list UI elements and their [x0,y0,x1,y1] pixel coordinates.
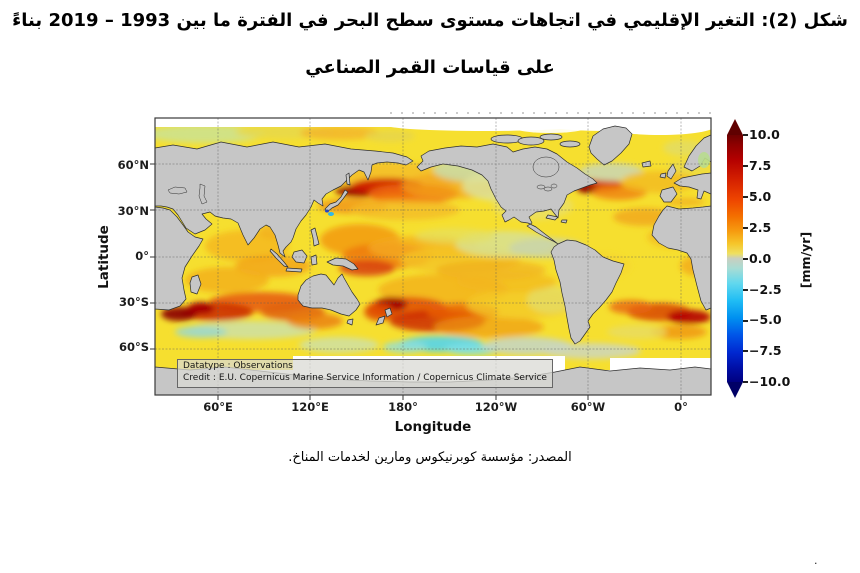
arctic-islands [559,140,581,148]
x-tick-60W: 60°W [570,400,606,414]
arctic-islands [539,133,563,141]
island-philippines [310,227,320,247]
sea-level-map-figure: Latitude 60°N 30°N 0° 30°S 60°S [95,100,855,450]
landmass-australia [297,273,361,317]
landmass-scandinavia [683,134,711,172]
island-britain [666,163,677,180]
x-axis-title: Longitude [394,419,472,435]
island-ireland [659,172,667,179]
colorbar-tick-2.5: 2.5 [749,220,772,235]
source-caption: المصدر: مؤسسة كوبرنيكوس ومارين لخدمات ال… [288,450,572,465]
island-greenland [588,125,633,166]
island-hispaniola [560,219,568,224]
island-new-zealand-north [384,307,393,318]
colorbar-gradient [727,135,743,382]
colorbar-tickmark [743,196,748,198]
colorbar-tick-10.0: 10.0 [749,127,780,142]
caspian-sea [198,183,208,205]
island-new-zealand-south [375,315,386,326]
credit-line-2: Credit : E.U. Copernicus Marine Service … [183,372,547,383]
colorbar-tick-neg2.5: −2.5 [749,282,782,297]
world-map-plot: Datatype : Observations Credit : E.U. Co… [150,112,712,400]
credit-line-1: Datatype : Observations [183,361,293,371]
colorbar-tick-7.5: 7.5 [749,158,772,173]
great-lakes [550,183,558,189]
axis-ticks [150,163,682,400]
sea-level-trend-map [150,112,712,400]
colorbar-tick-0.0: 0.0 [749,251,772,266]
colorbar-tick-neg10.0: −10.0 [749,374,791,389]
island-sakhalin [345,172,351,186]
island-japan [324,189,349,213]
x-tick-120W: 120°W [474,400,518,414]
island-tasmania [346,318,354,326]
hudson-bay [532,156,560,178]
island-java [285,267,303,273]
colorbar-tickmark [743,381,748,383]
y-tick-60N: 60°N [117,158,149,172]
x-tick-180: 180° [388,400,418,414]
landmass-africa-west [651,205,711,311]
stray-period-mark: . [814,554,818,567]
landmass-africa-east [155,206,204,311]
colorbar-tickmark [743,165,748,167]
great-lakes [543,186,553,192]
landmass-iberia [659,186,678,203]
graticule [155,118,711,395]
landmass-europe [673,172,711,200]
colorbar-tick-neg5.0: −5.0 [749,312,782,327]
island-cuba [545,214,559,221]
colorbar-tickmark [743,227,748,229]
island-new-guinea [326,257,359,271]
colorbar-extend-max-arrow [727,119,743,135]
y-tick-30S: 30°S [118,295,149,309]
inland-seas [167,152,710,216]
colorbar-tickmark [743,258,748,260]
kuroshio-cold-speck [328,212,334,216]
arctic-islands [517,136,545,146]
island-sumatra [269,248,289,268]
figure-caption-line-1: شكل (2): التغير الإقليمي في اتجاهات مستو… [12,10,848,31]
y-tick-0: 0° [135,249,149,263]
great-lakes [536,184,546,190]
baltic-sea [698,152,710,168]
x-tick-60E: 60°E [203,400,233,414]
credit-annotation: Datatype : Observations Credit : E.U. Co… [177,359,553,388]
y-tick-60S: 60°S [118,340,149,354]
x-tick-0: 0° [674,400,688,414]
island-sulawesi [310,254,318,266]
landmass-south-america [550,239,625,345]
colorbar-tick-5.0: 5.0 [749,189,772,204]
landmass-eurasia [155,141,414,258]
island-madagascar [189,274,202,295]
y-tick-30N: 30°N [117,204,149,218]
x-tick-120E: 120°E [291,400,329,414]
colorbar-extend-min-arrow [727,382,743,398]
colorbar-tickmark [743,320,748,322]
colorbar-tick-neg7.5: −7.5 [749,343,782,358]
colorbar-tickmark [743,134,748,136]
figure-caption-line-2: على قياسات القمر الصناعي [305,57,555,78]
colorbar-unit-label: [mm/yr] [798,231,813,289]
colorbar-tickmark [743,350,748,352]
colorbar-tickmark [743,289,748,291]
plot-frame [154,117,712,396]
black-sea [167,186,188,195]
